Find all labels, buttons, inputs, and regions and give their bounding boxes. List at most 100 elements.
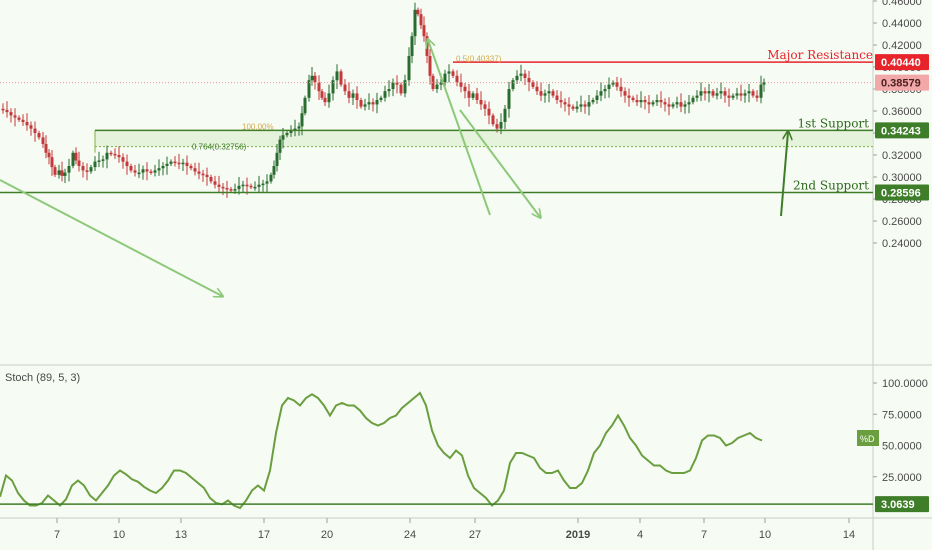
candle-body	[225, 188, 229, 190]
stoch-d-line	[0, 391, 763, 510]
overlays: Major Resistance 1st Support 2nd Support 10…	[0, 40, 873, 296]
candle-body	[265, 181, 269, 184]
candle-body	[535, 86, 539, 92]
candle-body	[603, 89, 607, 92]
candles	[1, 2, 766, 198]
candle-body	[703, 91, 707, 94]
candle-body	[93, 161, 97, 168]
candle-body	[161, 166, 165, 169]
candle-body	[455, 75, 459, 83]
candle-body	[327, 93, 331, 103]
candle-body	[157, 168, 161, 171]
candle-body	[201, 173, 205, 176]
candle-body	[743, 93, 747, 96]
candle-body	[261, 183, 265, 186]
candle-body	[555, 95, 559, 100]
candle-body	[428, 56, 432, 76]
trend-arrow-up	[428, 40, 491, 216]
candle-body	[663, 102, 667, 105]
candle-body	[699, 91, 703, 96]
candle-body	[303, 97, 307, 114]
candle-body	[759, 84, 763, 98]
candle-body	[5, 109, 9, 113]
candle-body	[343, 84, 347, 92]
candle-body	[599, 91, 603, 96]
candle-body	[711, 91, 715, 96]
candle-body	[25, 122, 29, 126]
candle-body	[21, 119, 25, 122]
candle-body	[679, 102, 683, 107]
candle-body	[559, 100, 563, 103]
candle-body	[347, 91, 351, 98]
candle-body	[320, 91, 324, 98]
candle-body	[499, 122, 503, 129]
candle-body	[117, 155, 121, 158]
candle-body	[435, 84, 439, 89]
candle-body	[425, 36, 429, 56]
candle-body	[285, 133, 289, 136]
stoch-tick-label: 50.0000	[882, 441, 922, 453]
candle-body	[731, 95, 735, 98]
candle-body	[575, 106, 579, 109]
candle-body	[675, 102, 679, 105]
candle-body	[335, 71, 339, 81]
candle-body	[71, 152, 75, 166]
candle-body	[137, 172, 141, 175]
candle-body	[205, 174, 209, 177]
candle-body	[89, 167, 93, 172]
candle-body	[447, 71, 451, 74]
candle-body	[719, 91, 723, 94]
candle-body	[391, 82, 395, 89]
candle-body	[245, 184, 249, 187]
candle-body	[37, 133, 41, 138]
candle-body	[563, 102, 567, 105]
candle-body	[129, 166, 133, 171]
candle-body	[97, 160, 101, 162]
first-support-tag-text: 0.34243	[881, 125, 921, 137]
candle-body	[145, 169, 149, 172]
candle-body	[655, 100, 659, 103]
candle-body	[153, 170, 157, 173]
candle-body	[627, 95, 631, 98]
candle-body	[671, 104, 675, 107]
candle-body	[217, 184, 221, 187]
date-tick-label: 24	[404, 529, 416, 541]
candle-body	[543, 93, 547, 96]
price-tick-label: 0.30000	[882, 172, 922, 184]
date-tick-label: 10	[759, 529, 771, 541]
candle-body	[44, 144, 48, 153]
candle-body	[422, 25, 426, 37]
candle-body	[17, 117, 21, 120]
candle-body	[339, 71, 343, 85]
candle-body	[310, 75, 314, 81]
candle-body	[519, 73, 523, 76]
candle-body	[687, 102, 691, 105]
fib-label: 100.00%	[242, 122, 274, 131]
candle-body	[410, 36, 414, 56]
candle-body	[511, 80, 515, 89]
candle-body	[363, 104, 367, 107]
candle-body	[197, 171, 201, 174]
candle-body	[33, 128, 37, 133]
candle-body	[387, 89, 391, 92]
candle-body	[60, 170, 64, 176]
candle-body	[419, 14, 423, 26]
candle-body	[275, 152, 279, 166]
candle-body	[683, 104, 687, 107]
candle-body	[185, 162, 189, 166]
candle-body	[587, 102, 591, 107]
candle-body	[413, 9, 417, 37]
trend-arrow-to-support	[459, 109, 540, 217]
stoch-tick-label: 25.0000	[882, 472, 922, 484]
candle-body	[399, 84, 403, 94]
price-tick-label: 0.44000	[882, 18, 922, 30]
candle-body	[615, 82, 619, 87]
candle-body	[278, 139, 282, 153]
price-tick-label: 0.24000	[882, 238, 922, 250]
zones	[94, 130, 873, 153]
candle-body	[375, 100, 379, 105]
stoch-level-tag-bg	[875, 496, 929, 513]
candle-body	[67, 166, 71, 173]
candle-body	[727, 95, 731, 98]
